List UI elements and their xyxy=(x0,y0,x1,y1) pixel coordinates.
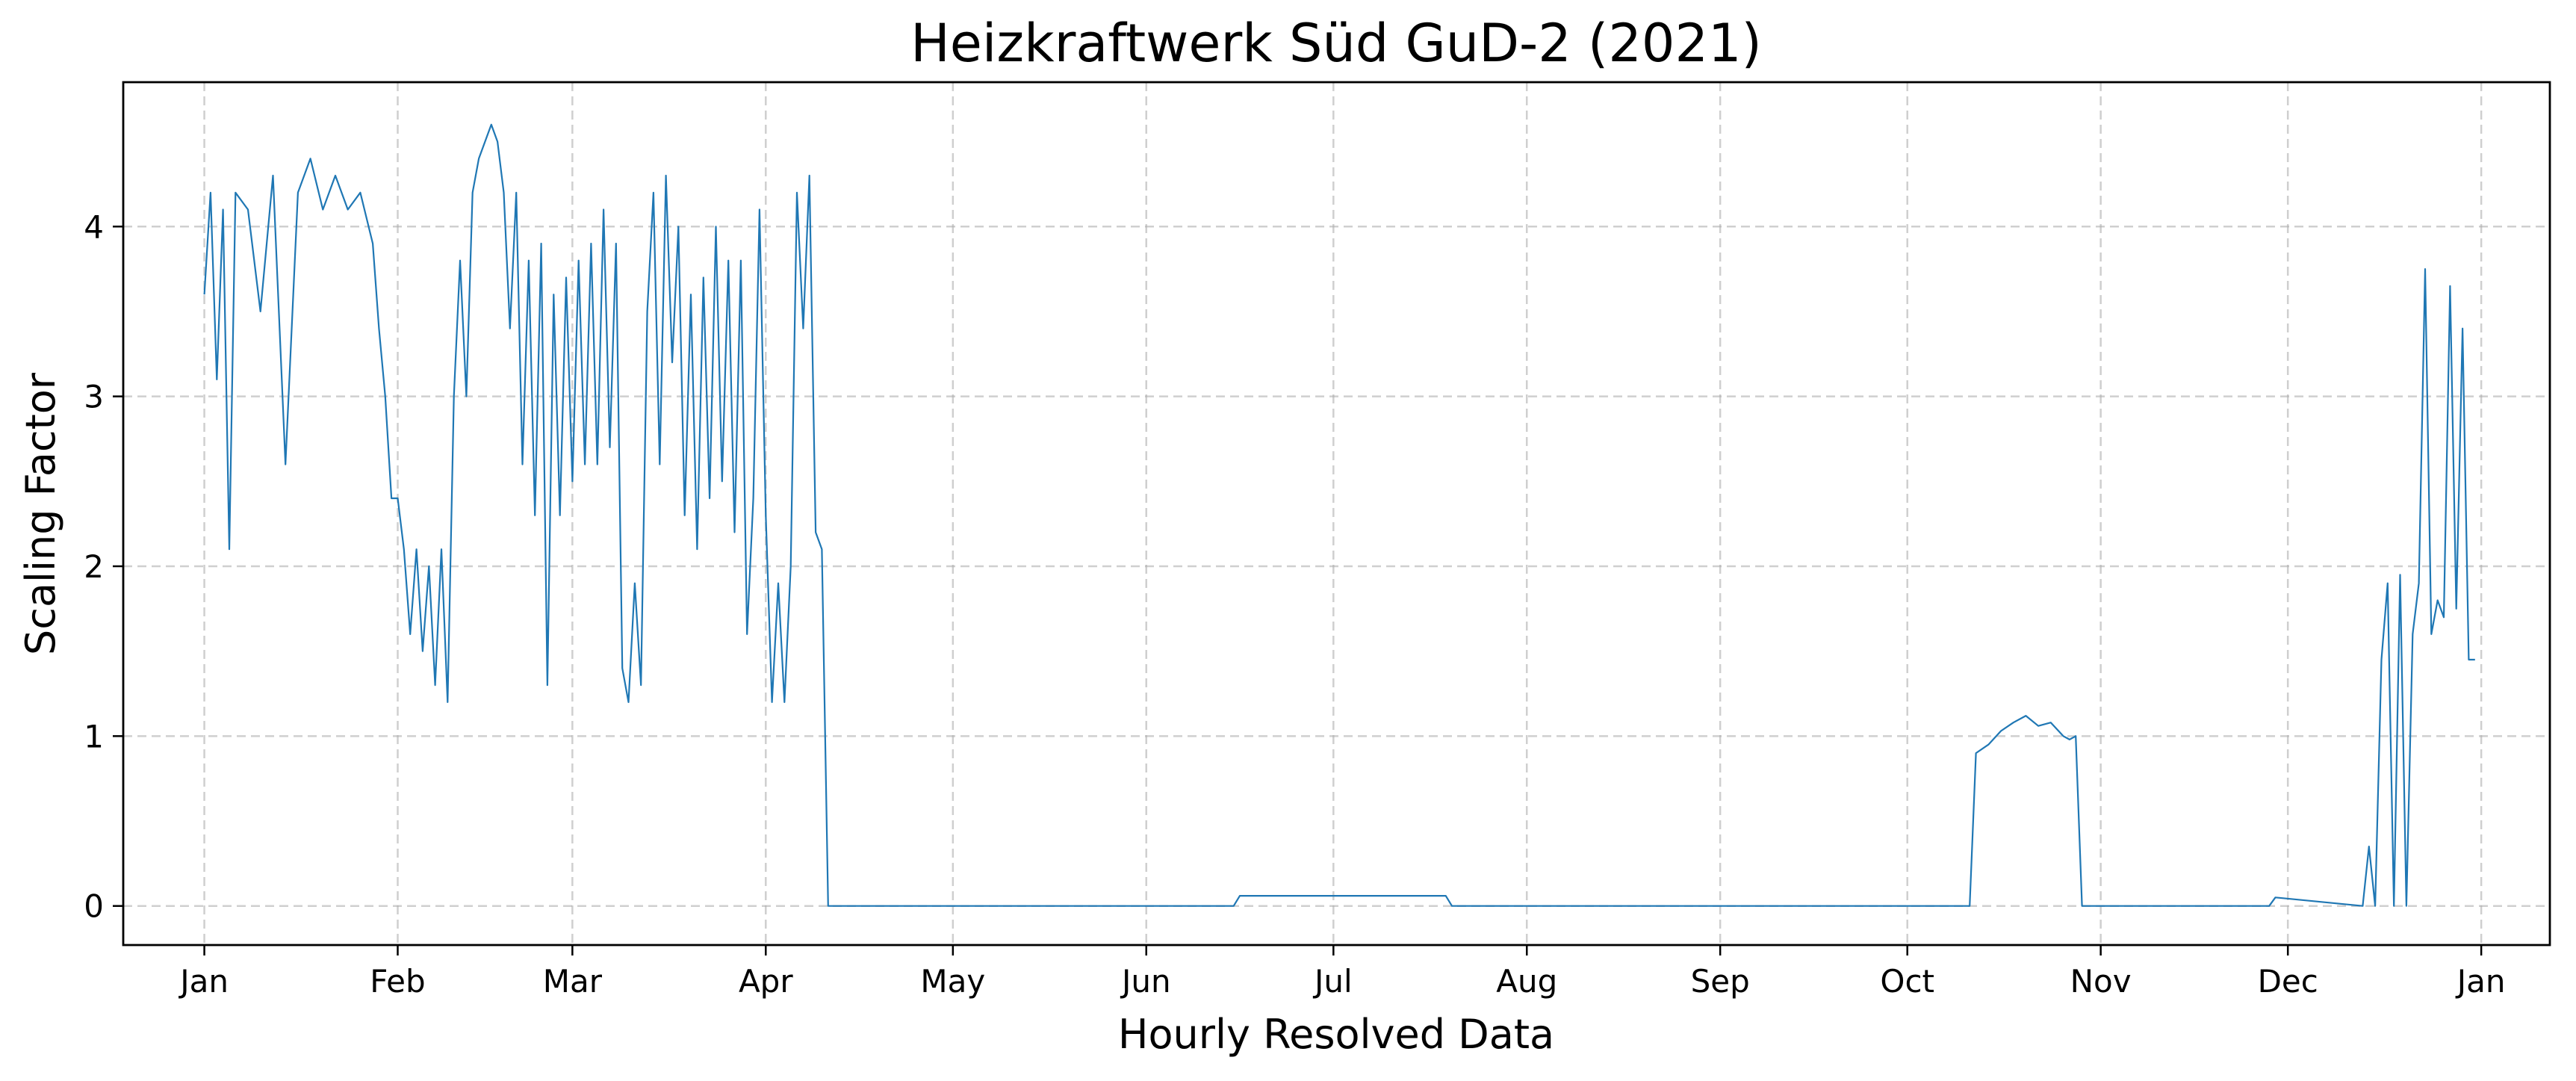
y-axis-label: Scaling Factor xyxy=(17,372,64,655)
y-tick-label: 0 xyxy=(84,888,104,925)
x-tick-label: Jun xyxy=(1120,963,1171,1000)
x-tick-label: Jan xyxy=(2455,963,2506,1000)
x-tick-label: Dec xyxy=(2258,963,2318,1000)
y-axis: 0 1 2 3 4 xyxy=(84,208,123,925)
x-tick-label: Jul xyxy=(1312,963,1353,1000)
series-line-1 xyxy=(203,123,2475,907)
x-tick-label: Apr xyxy=(739,963,793,1000)
x-tick-label: Jan xyxy=(178,963,229,1000)
plot-frame xyxy=(122,81,2551,947)
chart-title: Heizkraftwerk Süd GuD-2 (2021) xyxy=(910,13,1762,74)
x-axis: Jan Feb Mar Apr May Jun Jul Aug Sep Oct Nov Dec Jan xyxy=(178,945,2506,1000)
x-axis-label: Hourly Resolved Data xyxy=(1118,1011,1554,1058)
y-tick-label: 1 xyxy=(84,718,104,755)
y-tick-label: 4 xyxy=(84,208,104,245)
x-tick-label: Aug xyxy=(1496,963,1557,1000)
x-tick-label: May xyxy=(920,963,985,1000)
x-tick-label: Oct xyxy=(1880,963,1934,1000)
x-tick-label: Feb xyxy=(370,963,425,1000)
y-tick-label: 3 xyxy=(84,379,104,415)
y-tick-label: 2 xyxy=(84,548,104,585)
x-tick-label: Nov xyxy=(2070,963,2132,1000)
grid-lines xyxy=(123,82,2550,945)
x-tick-label: Mar xyxy=(543,963,603,1000)
x-tick-label: Sep xyxy=(1691,963,1750,1000)
series-layer xyxy=(203,123,2475,907)
